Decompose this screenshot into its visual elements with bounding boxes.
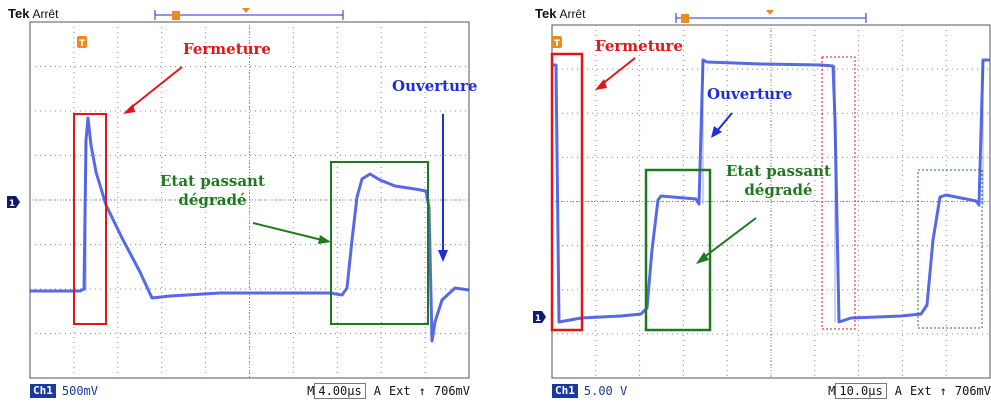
acquisition-state: Arrêt [32, 7, 59, 21]
trigger-source: Ext [909, 384, 932, 398]
waveform-trace [552, 58, 990, 324]
on-state-arrow [252, 222, 331, 244]
trigger-level: 706mV [433, 384, 470, 398]
on-state-label-line2: dégradé [744, 181, 813, 199]
on-state-box [644, 168, 712, 332]
scope-screen: T 1 [7, 8, 470, 379]
record-window-marker [172, 11, 180, 20]
oscilloscope-left: Tek Arrêt T 1 [0, 0, 477, 403]
trigger-mode: A [894, 384, 902, 398]
trigger-marker: T [552, 36, 562, 49]
scope-screen: T 1 [533, 10, 991, 379]
record-length-bar [154, 8, 344, 20]
on-state-label-line1: Etat passant [726, 162, 831, 180]
on-state-label: Etat passant dégradé [160, 172, 265, 210]
svg-text:1: 1 [9, 199, 15, 209]
channel-badge: Ch1 [30, 384, 56, 398]
svg-text:1: 1 [535, 314, 541, 324]
opening-arrow [711, 112, 733, 138]
vertical-scale: 500mV [61, 384, 98, 398]
acquisition-state: Arrêt [559, 7, 586, 21]
on-state-box-dashed [917, 169, 983, 329]
opening-arrow [438, 114, 448, 262]
closing-box-dashed [821, 56, 856, 330]
timebase-value: 10.0µs [835, 383, 887, 399]
svg-text:T: T [79, 39, 86, 49]
ground-marker: 1 [533, 311, 546, 324]
closing-label: Fermeture [595, 37, 683, 55]
record-window-marker [681, 14, 689, 23]
ground-marker: 1 [7, 196, 20, 209]
channel-badge: Ch1 [552, 384, 578, 398]
brand-label: Tek [8, 6, 30, 21]
trigger-slope-icon: ↑ [418, 384, 426, 398]
status-bar: Ch1 500mV M 4.00µs A Ext ↑ 706mV [30, 383, 470, 399]
opening-label: Ouverture [392, 77, 478, 95]
timebase-label: M [307, 384, 315, 398]
closing-box [550, 52, 584, 332]
on-state-label-line2: dégradé [178, 191, 247, 209]
svg-text:T: T [554, 39, 561, 49]
oscilloscope-right: Tek Arrêt T 1 [521, 0, 991, 403]
status-bar: Ch1 5.00 V M 10.0µs A Ext ↑ 706mV [552, 383, 991, 399]
on-state-arrow [696, 217, 757, 264]
timebase-label: M [828, 384, 836, 398]
record-length-bar [675, 10, 867, 23]
trigger-mode: A [373, 384, 381, 398]
on-state-label: Etat passant dégradé [726, 162, 831, 200]
vertical-scale: 5.00 V [583, 384, 628, 398]
graticule-grid [30, 22, 469, 378]
closing-arrow [595, 57, 636, 90]
scope-header: Tek Arrêt [535, 6, 585, 21]
trigger-position-arrow [242, 8, 250, 13]
on-state-box [330, 161, 429, 325]
trigger-level: 706mV [954, 384, 991, 398]
graticule-grid [552, 25, 990, 378]
opening-label: Ouverture [707, 85, 793, 103]
trigger-marker: T [77, 36, 87, 49]
timebase-value: 4.00µs [314, 383, 366, 399]
trigger-slope-icon: ↑ [939, 384, 947, 398]
brand-label: Tek [535, 6, 557, 21]
trigger-position-arrow [766, 10, 774, 15]
on-state-label-line1: Etat passant [160, 172, 265, 190]
scope-header: Tek Arrêt [8, 6, 58, 21]
trigger-source: Ext [388, 384, 411, 398]
closing-box [73, 113, 107, 325]
closing-label: Fermeture [183, 40, 271, 58]
closing-arrow [123, 66, 183, 114]
